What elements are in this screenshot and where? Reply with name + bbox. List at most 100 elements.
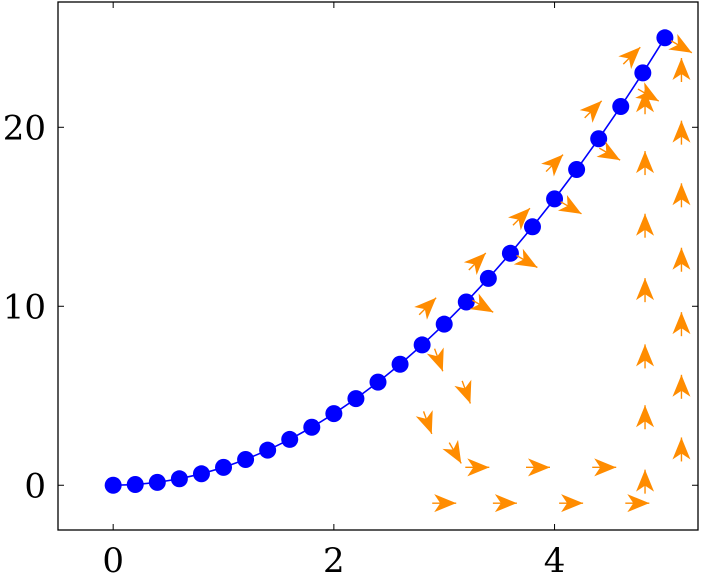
data-point	[656, 29, 674, 47]
data-point	[347, 390, 365, 408]
y-tick-label: 0	[24, 466, 46, 506]
arrow-marker	[635, 82, 660, 102]
arrow-marker	[636, 213, 655, 238]
arrow-marker	[672, 183, 691, 208]
arrow-marker	[557, 195, 582, 215]
arrow-marker	[492, 494, 517, 513]
data-point	[612, 98, 630, 116]
arrow-head	[415, 410, 433, 434]
arrow-marker	[672, 312, 691, 337]
x-tick-label: 2	[323, 541, 345, 578]
arrow-marker	[636, 469, 655, 494]
arrow-head	[426, 347, 444, 372]
arrow-shaft	[461, 380, 472, 404]
data-point	[281, 430, 299, 448]
arrow-shaft	[670, 40, 693, 54]
arrow-marker	[432, 494, 457, 513]
arrow-shaft	[516, 254, 538, 269]
arrow-marker	[636, 405, 655, 430]
arrow-marker	[508, 207, 531, 231]
arrow-shaft	[560, 201, 582, 215]
arrow-marker	[559, 494, 584, 513]
arrow-marker	[541, 154, 564, 177]
arrow-head	[596, 141, 621, 161]
arrow-marker	[592, 458, 617, 477]
arrow-marker	[579, 100, 603, 123]
arrow-head	[469, 293, 494, 313]
arrow-marker	[469, 293, 494, 313]
arrow-shaft	[622, 46, 641, 65]
arrow-shaft	[637, 88, 660, 102]
arrow-shaft	[418, 297, 437, 316]
arrow-marker	[415, 410, 433, 435]
y-tick-label: 20	[3, 108, 46, 148]
arrow-shaft	[472, 299, 494, 313]
arrow-shaft	[422, 411, 433, 435]
arrow-shaft	[512, 207, 531, 226]
arrow-marker	[463, 252, 487, 275]
arrow-marker	[625, 494, 650, 513]
arrow-shaft	[448, 442, 462, 464]
data-point	[170, 470, 188, 488]
arrow-head	[454, 379, 472, 404]
tick-layer: 0 2 4 0 10 20	[3, 2, 698, 578]
x-tick-label: 0	[102, 541, 124, 578]
data-point	[391, 355, 409, 373]
data-point	[479, 269, 497, 287]
data-point	[523, 218, 541, 236]
data-point	[148, 473, 166, 491]
arrow-marker	[442, 439, 462, 464]
arrow-head	[442, 439, 462, 464]
data-point	[259, 441, 277, 459]
data-point	[126, 476, 144, 494]
arrow-marker	[636, 278, 655, 303]
arrow-head	[557, 195, 582, 214]
arrow-marker	[426, 347, 444, 372]
x-tick-label: 4	[544, 541, 566, 578]
arrow-marker	[668, 33, 693, 54]
arrow-marker	[465, 458, 490, 477]
data-point	[568, 161, 586, 179]
arrow-marker	[636, 151, 655, 176]
data-point	[413, 336, 431, 354]
arrow-shaft	[468, 252, 487, 271]
arrow-marker	[672, 374, 691, 399]
data-point	[104, 476, 122, 494]
arrow-marker	[636, 344, 655, 369]
arrow-marker	[414, 297, 437, 320]
data-point	[215, 458, 233, 476]
data-point	[435, 315, 453, 333]
arrow-shaft	[433, 348, 444, 372]
y-tick-label: 10	[3, 287, 46, 327]
series-layer	[104, 29, 693, 513]
data-point	[237, 450, 255, 468]
arrow-shaft	[545, 154, 564, 173]
arrow-head	[668, 33, 692, 53]
data-point	[546, 190, 564, 208]
arrow-marker	[596, 141, 621, 161]
data-point	[634, 64, 652, 82]
arrow-marker	[526, 458, 550, 477]
plot-frame	[57, 1, 699, 531]
arrow-marker	[618, 46, 641, 70]
arrow-marker	[672, 437, 691, 462]
arrow-marker	[672, 120, 691, 145]
data-point	[325, 405, 343, 423]
data-point	[369, 373, 387, 391]
arrow-shaft	[598, 147, 621, 161]
arrow-marker	[454, 379, 472, 404]
data-point	[457, 293, 475, 311]
plot-background	[58, 2, 698, 530]
arrow-marker	[672, 58, 691, 83]
arrow-shaft	[584, 100, 603, 119]
arrow-marker	[636, 90, 655, 115]
arrow-marker	[672, 247, 691, 272]
data-point	[501, 244, 519, 262]
arrow-head	[635, 82, 659, 102]
arrow-marker	[513, 248, 538, 269]
data-point	[590, 130, 608, 148]
data-point	[303, 418, 321, 436]
data-point	[192, 465, 210, 483]
arrow-head	[513, 248, 538, 268]
